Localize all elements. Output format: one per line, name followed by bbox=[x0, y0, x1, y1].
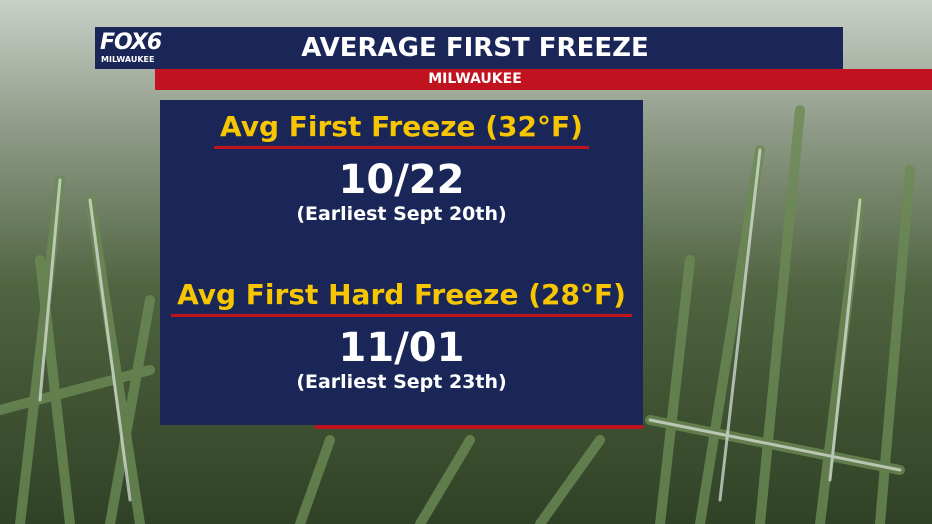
header-bar bbox=[95, 27, 843, 69]
section-note: (Earliest Sept 23th) bbox=[296, 371, 507, 393]
section-heading: Avg First Hard Freeze (28°F) bbox=[171, 278, 632, 317]
logo-brand: FOX6 bbox=[100, 30, 162, 55]
section: Avg First Hard Freeze (28°F) 11/01 (Earl… bbox=[160, 278, 643, 393]
subtitle: MILWAUKEE bbox=[428, 71, 522, 87]
section-date: 11/01 bbox=[338, 325, 465, 371]
section-note: (Earliest Sept 20th) bbox=[296, 203, 507, 225]
section-heading: Avg First Freeze (32°F) bbox=[214, 110, 589, 149]
subtitle-bar bbox=[155, 69, 932, 90]
title: AVERAGE FIRST FREEZE bbox=[301, 33, 649, 63]
logo-station: MILWAUKEE bbox=[101, 55, 155, 64]
info-panel bbox=[160, 100, 643, 425]
panel-accent bbox=[315, 425, 643, 429]
section-date: 10/22 bbox=[338, 157, 465, 203]
section: Avg First Freeze (32°F) 10/22 (Earliest … bbox=[160, 110, 643, 225]
